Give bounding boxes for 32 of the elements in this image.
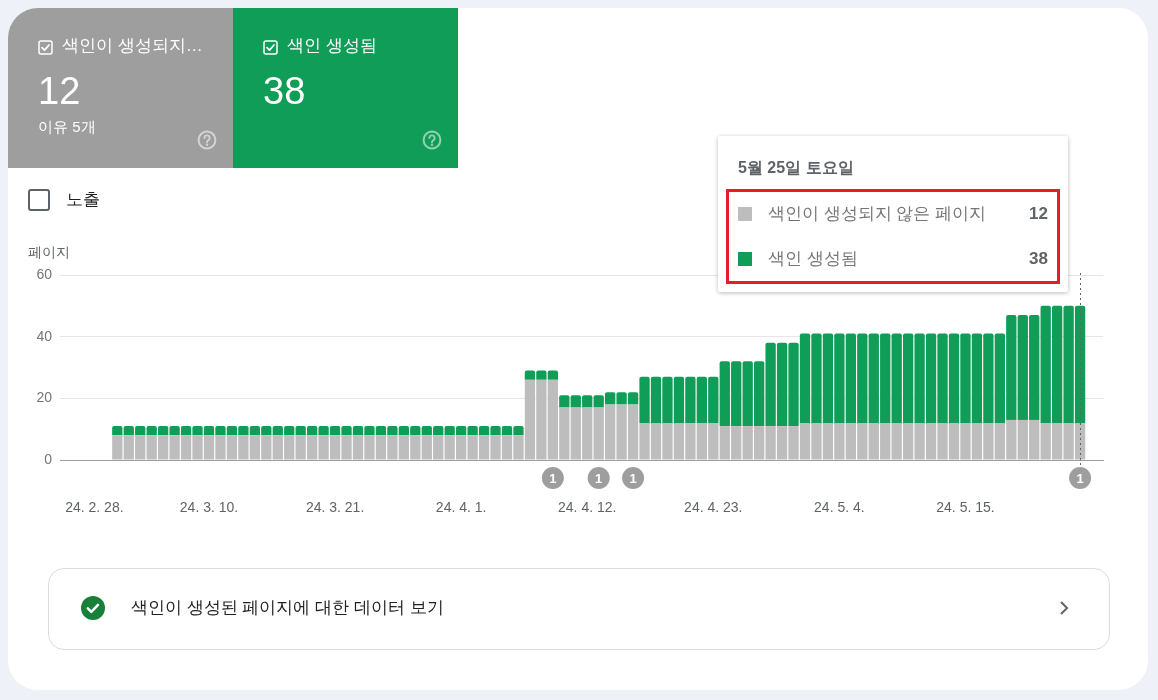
text: 12	[38, 69, 81, 113]
y-axis-title: 페이지	[28, 243, 70, 261]
text: 12	[1029, 204, 1048, 223]
y-tick-label: 0	[44, 450, 53, 467]
y-tick-label: 60	[36, 265, 53, 282]
y-tick-label: 20	[36, 389, 53, 406]
x-tick-label: 24. 3. 10.	[179, 499, 239, 516]
bar	[559, 395, 570, 408]
annotation: 1	[549, 470, 557, 486]
text: 노출	[66, 190, 100, 210]
legend-label: 색인이 생성되지 않은 페이지	[768, 203, 987, 225]
text: 38	[1029, 249, 1048, 268]
annotation: 1	[1076, 470, 1084, 486]
x-tick-label: 24. 5. 4.	[814, 499, 865, 516]
annotation: 1	[595, 470, 603, 486]
text: 색인이 생성되지…	[62, 36, 203, 56]
x-tick-label: 24. 5. 15.	[936, 499, 995, 516]
x-tick-label: 24. 4. 12.	[558, 499, 617, 516]
x-tick-label: 24. 4. 23.	[684, 499, 743, 516]
x-tick-label: 24. 4. 1.	[435, 499, 487, 516]
text: 이유 5개	[38, 118, 96, 136]
bar	[112, 435, 123, 460]
link-button: 색인이 생성된 페이지에 대한 데이터 보기	[48, 568, 1110, 650]
bar	[112, 426, 123, 436]
text: 38	[263, 69, 306, 113]
x-tick-label: 24. 2. 28.	[65, 499, 124, 516]
legend-label: 색인 생성됨	[768, 248, 858, 270]
y-tick-label: 40	[36, 327, 53, 344]
x-tick-label: 24. 3. 21.	[305, 499, 365, 516]
legend-title: 5월 25일 토요일	[738, 158, 854, 178]
annotation: 1	[629, 470, 637, 486]
text: 색인 생성됨	[287, 36, 377, 56]
